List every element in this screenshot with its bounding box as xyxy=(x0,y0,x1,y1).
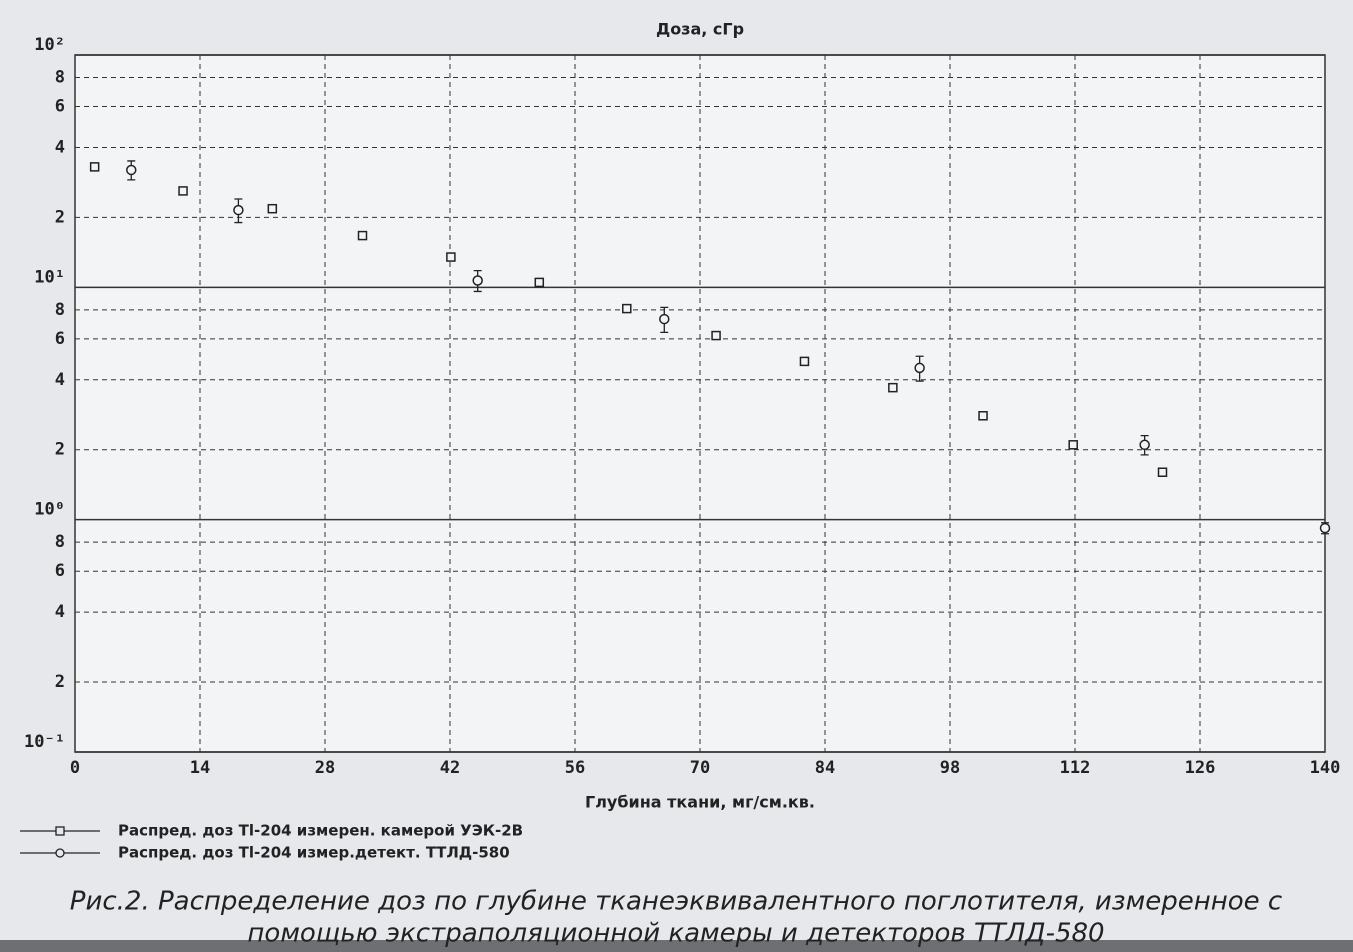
y-tick-label: 10² xyxy=(34,35,65,55)
y-tick-label: 2 xyxy=(55,207,65,227)
legend-marker xyxy=(55,826,65,836)
y-tick-label: 4 xyxy=(55,602,65,622)
point xyxy=(1139,439,1150,451)
y-tick-label: 4 xyxy=(55,137,65,157)
y-tick-label: 10⁰ xyxy=(34,500,65,520)
legend-marker xyxy=(55,848,65,858)
x-tick-label: 98 xyxy=(940,758,960,778)
y-tick-label: 8 xyxy=(55,300,65,320)
x-tick-label: 84 xyxy=(815,758,835,778)
x-axis-label: Глубина ткани, мг/см.кв. xyxy=(585,793,815,812)
y-tick-label: 6 xyxy=(55,97,65,117)
plot-area xyxy=(74,54,1326,753)
point xyxy=(1068,440,1078,450)
point xyxy=(799,356,810,367)
x-tick-label: 28 xyxy=(315,758,335,778)
x-tick-label: 70 xyxy=(690,758,710,778)
point xyxy=(126,164,137,176)
x-tick-label: 126 xyxy=(1185,758,1216,778)
point xyxy=(888,382,898,393)
x-tick-label: 140 xyxy=(1310,758,1341,778)
scan-edge xyxy=(0,940,1353,952)
y-tick-label: 4 xyxy=(55,370,65,390)
point xyxy=(178,186,188,196)
point xyxy=(267,203,278,214)
caption: Рис.2. Распределение доз по глубине ткан… xyxy=(70,887,1282,917)
legend-label: Распред. доз Tl-204 измер.детект. ТТЛД-5… xyxy=(118,844,510,862)
y-tick-label: 8 xyxy=(55,68,65,88)
point xyxy=(914,362,925,374)
y-tick-label: 10¹ xyxy=(34,267,65,287)
y-tick-label: 2 xyxy=(55,672,65,692)
point xyxy=(978,411,988,421)
point xyxy=(622,303,632,314)
point xyxy=(89,162,100,172)
y-tick-label: 2 xyxy=(55,440,65,460)
x-tick-label: 112 xyxy=(1060,758,1091,778)
x-tick-label: 56 xyxy=(565,758,585,778)
chart-title: Доза, сГр xyxy=(656,20,744,39)
y-tick-label: 6 xyxy=(55,561,65,581)
y-tick-label: 10⁻¹ xyxy=(24,732,65,752)
y-tick-label: 8 xyxy=(55,532,65,552)
point xyxy=(1319,522,1331,534)
point xyxy=(534,277,545,288)
legend-label: Распред. доз Tl-204 измерен. камерой УЭК… xyxy=(118,822,523,840)
point xyxy=(472,275,483,286)
x-tick-label: 0 xyxy=(70,758,80,778)
x-tick-label: 14 xyxy=(190,758,210,778)
point xyxy=(711,330,721,341)
point xyxy=(1157,467,1168,477)
x-tick-label: 42 xyxy=(440,758,460,778)
caption: помощью экстраполяционной камеры и детек… xyxy=(247,919,1104,949)
point xyxy=(446,252,456,262)
point xyxy=(233,204,244,216)
point xyxy=(659,313,670,325)
y-tick-label: 6 xyxy=(55,329,65,349)
point xyxy=(357,230,368,241)
